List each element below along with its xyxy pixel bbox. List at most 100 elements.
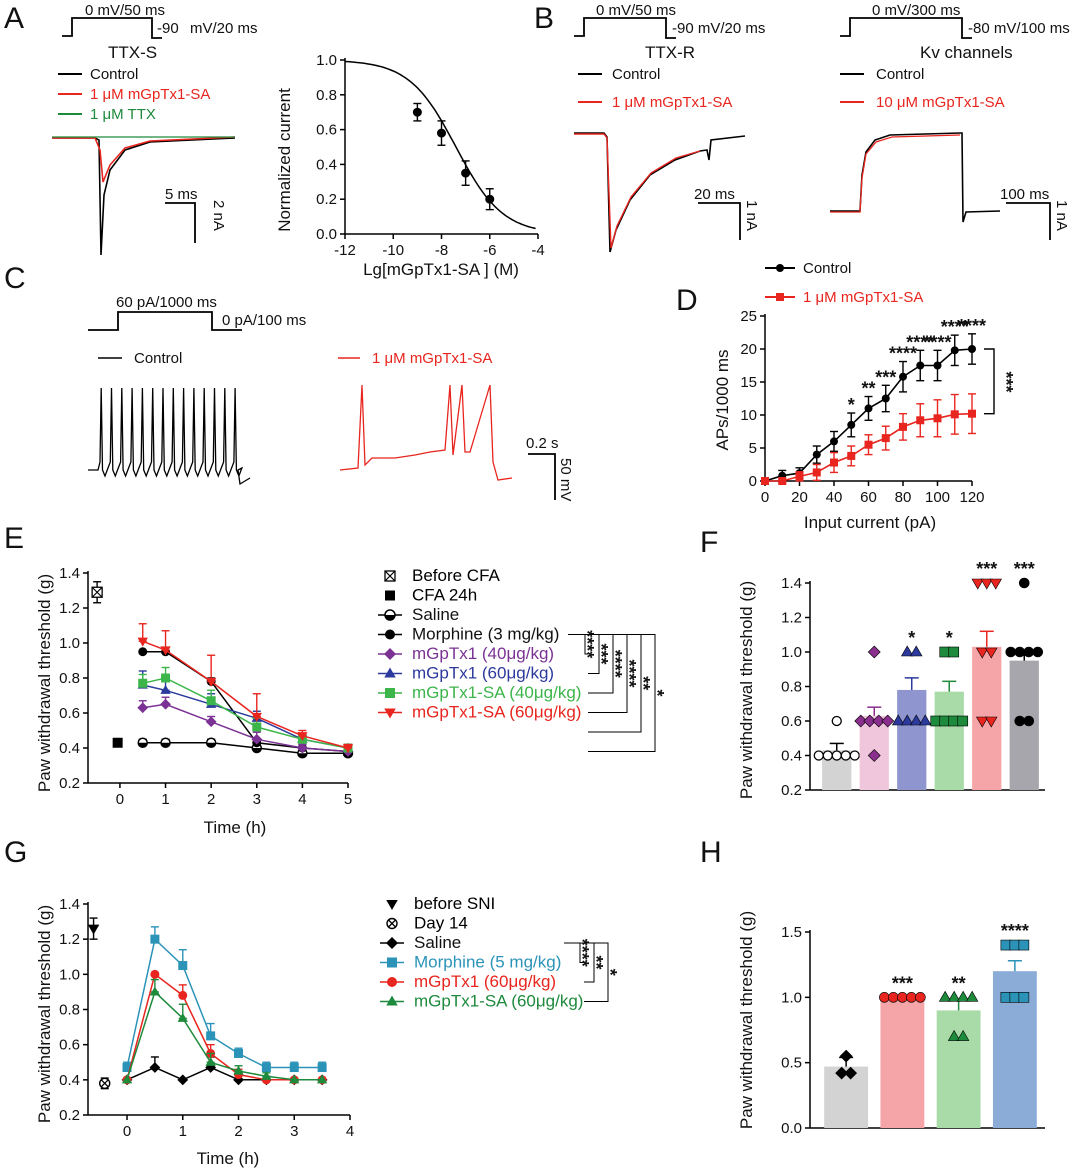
G-baseline-point xyxy=(87,924,100,935)
D-ytick-label: 25 xyxy=(740,308,757,325)
legend-a-ttx: 1 μM TTX xyxy=(90,106,156,123)
F-ytick-label: 1.2 xyxy=(781,610,802,627)
E-point xyxy=(160,646,171,656)
G-point xyxy=(234,1048,244,1058)
E-sig-label: *** xyxy=(591,643,611,664)
H-point xyxy=(835,1066,849,1080)
F-ytick-label: 0.6 xyxy=(781,713,802,730)
scale-bar-a: 5 ms 2 nA xyxy=(165,186,227,243)
H-point xyxy=(844,1066,858,1080)
F-ytick-label: 0.8 xyxy=(781,679,802,696)
F-ytick-label: 1.0 xyxy=(781,644,802,661)
H-point xyxy=(1018,939,1030,951)
E-point xyxy=(160,684,171,694)
H-point xyxy=(1009,992,1021,1003)
chart-a-dose-response: 0.0 0.2 0.4 0.6 0.8 1.0 -12 -10 -8 -6 -4 xyxy=(316,52,545,259)
panel-label-g: G xyxy=(4,836,27,869)
E-xtick-label: 3 xyxy=(253,791,261,808)
c-protocol-step: 60 pA/1000 ms xyxy=(116,294,217,311)
E-legend-label: Morphine (3 mg/kg) xyxy=(412,625,559,644)
c-protocol-tail: 0 pA/100 ms xyxy=(222,312,306,329)
adose-ylabel: Normalized current xyxy=(275,88,294,232)
F-significance: *** xyxy=(1014,559,1035,579)
protocol-step-label: 0 mV/50 ms xyxy=(85,2,165,19)
G-point xyxy=(150,969,160,979)
G-sig-bracket xyxy=(564,942,609,1002)
E-legend-label: Saline xyxy=(412,605,459,624)
E-legend-marker xyxy=(385,590,395,601)
D-xtick-label: 0 xyxy=(761,489,769,506)
E-point xyxy=(251,733,263,745)
H-point xyxy=(839,1049,853,1063)
A_dose-xtick-label: -4 xyxy=(531,242,544,259)
ttxr-legend-sa: 1 μM mGpTx1-SA xyxy=(612,94,732,111)
panel-label-a: A xyxy=(4,2,24,35)
E-xtick-label: 4 xyxy=(298,791,306,808)
kv-scale-x: 100 ms xyxy=(1000,186,1049,203)
E-ytick-label: 0.4 xyxy=(59,740,80,757)
chart-f-bars: 0.20.40.60.81.01.21.4* **** *** xyxy=(781,559,1045,799)
E-ytick-label: 0.6 xyxy=(59,705,80,722)
E-legend-label: CFA 24h xyxy=(412,586,477,605)
E-xtick-label: 0 xyxy=(116,791,124,808)
F-point xyxy=(939,646,951,658)
h-ylabel: Paw withdrawal threshold (g) xyxy=(737,911,756,1129)
G-xtick-label: 3 xyxy=(290,1123,298,1140)
F-point xyxy=(867,645,881,659)
F-bar xyxy=(934,691,964,790)
A_dose-ytick-label: 1.0 xyxy=(316,52,337,69)
D-xtick-label: 20 xyxy=(791,489,808,506)
kv-protocol-step: 0 mV/300 ms xyxy=(872,2,960,19)
E-xtick-label: 5 xyxy=(344,791,352,808)
f-ylabel: Paw withdrawal threshold (g) xyxy=(737,581,756,799)
G-legend-marker xyxy=(386,995,398,1006)
d-significance: **** xyxy=(958,316,986,336)
H-ytick-label: 0.5 xyxy=(781,1055,802,1072)
H-point xyxy=(915,992,926,1003)
d-legend-sa: 1 μM mGpTx1-SA xyxy=(803,289,923,306)
F-point xyxy=(1014,646,1026,658)
adose-xlabel: Lg[mGpTx1-SA ] (M) xyxy=(363,260,519,279)
G-point xyxy=(178,990,188,1000)
F-point xyxy=(989,578,1003,590)
H-point xyxy=(947,1029,961,1041)
F-point xyxy=(984,647,998,659)
G-ytick-label: 1.4 xyxy=(59,896,80,913)
E-point xyxy=(342,744,354,754)
E-point-half xyxy=(161,742,171,748)
kv-legend-control: Control xyxy=(876,66,924,83)
legend-a: Control 1 μM mGpTx1-SA 1 μM TTX xyxy=(58,66,210,123)
G-ytick-label: 1.0 xyxy=(59,966,80,983)
H-point xyxy=(956,1029,970,1041)
D-ytick-label: 10 xyxy=(740,407,757,424)
G-point xyxy=(122,1063,132,1073)
F-point xyxy=(900,645,914,657)
ttxr-protocol-tail: -90 mV/20 ms xyxy=(672,20,765,37)
legend-a-control: Control xyxy=(90,66,138,83)
D-xtick-label: 80 xyxy=(895,489,912,506)
G-point xyxy=(289,1063,299,1073)
H-bar xyxy=(824,1066,869,1128)
F-point xyxy=(822,750,833,761)
scale-bar-c: 0.2 s 50 mV xyxy=(526,435,574,501)
H-point xyxy=(965,990,979,1002)
G-point xyxy=(261,1070,272,1080)
G-point xyxy=(206,1031,216,1041)
trace-ttx-s xyxy=(52,136,236,256)
E-sig-label: **** xyxy=(577,630,597,658)
H-ytick-label: 1.5 xyxy=(781,924,802,941)
G-ytick-label: 0.8 xyxy=(59,1002,80,1019)
E-sig-label: ** xyxy=(633,676,653,690)
F-point xyxy=(909,645,923,657)
F-point xyxy=(980,578,994,590)
adose-point xyxy=(485,194,495,204)
legend-a-sa: 1 μM mGpTx1-SA xyxy=(90,86,210,103)
E-sig-label: * xyxy=(647,689,667,696)
F-point xyxy=(1023,715,1035,727)
d-significance: *** xyxy=(875,367,896,387)
H-ytick-label: 1.0 xyxy=(781,989,802,1006)
H-ytick-label: 0.0 xyxy=(781,1120,802,1137)
d-ylabel: APs/1000 ms xyxy=(713,349,732,450)
E-ytick-label: 1.4 xyxy=(59,565,80,582)
